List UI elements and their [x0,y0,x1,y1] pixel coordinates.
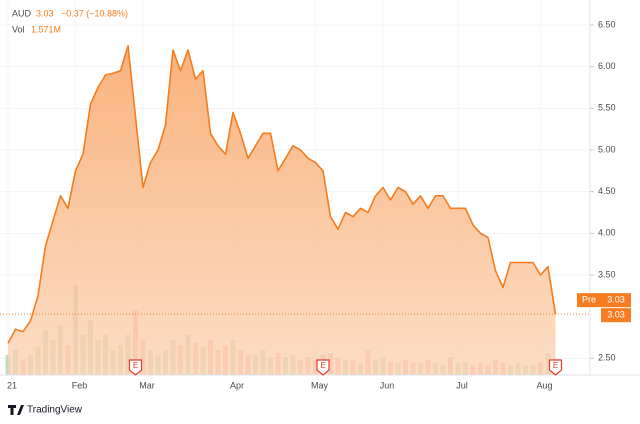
price-tag-last-bg [601,308,631,323]
legend-vol: 1.571M [31,24,61,34]
price-tag-value-bg [601,293,631,308]
x-tick-label: Aug [536,380,552,390]
area-fill [8,45,556,376]
price-line [7,45,557,344]
x-tick-label: Apr [230,380,244,390]
x-tick-label: May [311,380,329,390]
earnings-marker [128,359,143,376]
legend-change: −0.37 (−10.88%) [61,8,128,18]
y-tick-label: 4.00 [598,228,616,238]
x-tick-label: Jun [380,380,395,390]
price-tag-session-bg [577,293,601,308]
legend-symbol: AUD [12,8,32,18]
earnings-marker [316,359,330,376]
y-tick-label: 5.50 [598,103,616,113]
brand-name[interactable]: TradingView [27,405,83,416]
brand-logo[interactable]: TradingView [8,405,83,416]
brand-icon[interactable] [8,405,24,415]
legend-last: 3.03 [36,8,54,18]
legend-vol-label: Vol [12,24,25,34]
earnings-marker [548,359,563,376]
y-tick-label: 3.50 [598,269,616,279]
y-tick-label: 2.50 [598,353,616,363]
y-tick-label: 6.00 [598,61,616,71]
x-tick-label: Mar [139,380,155,390]
x-tick-label: Feb [72,380,88,390]
x-tick-label: Jul [456,380,468,390]
y-tick-label: 6.50 [598,19,616,29]
y-tick-label: 4.50 [598,186,616,196]
y-tick-label: 5.00 [598,144,616,154]
earnings-label: E [133,361,138,370]
x-tick-label: 21 [7,380,17,390]
price-tag-value: 3.03 [607,295,625,305]
earnings-label: E [320,361,325,370]
price-tag-last: 3.03 [607,310,625,320]
earnings-label: E [553,361,558,370]
price-tag-session: Pre [582,295,596,305]
